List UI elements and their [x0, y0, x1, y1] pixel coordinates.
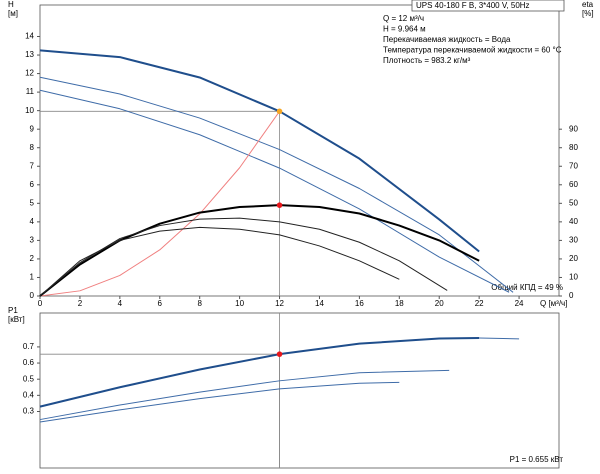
x-tick-label: 20 [435, 299, 444, 308]
y2-tick-label: 90 [569, 124, 578, 133]
y-tick-label: 14 [25, 32, 34, 41]
y-tick-label: 10 [25, 106, 34, 115]
y2-tick-label: 30 [569, 236, 578, 245]
curve [39, 226, 400, 297]
x-tick-label: 14 [315, 299, 324, 308]
plot-frame [39, 312, 560, 469]
y2-tick-label: 70 [569, 161, 578, 170]
y2-tick-label: 50 [569, 198, 578, 207]
x-tick-label: 24 [515, 299, 524, 308]
operating-point [276, 351, 283, 357]
curve [39, 337, 480, 408]
y-tick-label: 11 [26, 87, 35, 96]
x-tick-label: 2 [78, 299, 83, 308]
x-tick-label: 8 [197, 299, 202, 308]
y2-tick-label: 80 [569, 143, 578, 152]
curve [479, 337, 520, 340]
x-tick-label: 0 [38, 299, 43, 308]
y-tick-label: 2 [30, 254, 35, 263]
curve [39, 369, 450, 421]
y2-tick-label: 40 [569, 217, 578, 226]
y-axis-label: P1 [8, 306, 18, 315]
y-tick-label: 0 [30, 291, 35, 300]
info-line: H = 9.964 м [383, 25, 426, 34]
curve [39, 89, 510, 293]
curve [39, 111, 280, 297]
plot-frame [39, 4, 560, 297]
curve [39, 204, 480, 297]
y-tick-label: 12 [25, 69, 34, 78]
y-axis-label: [м] [8, 9, 18, 18]
y2-axis-label: eta [582, 0, 594, 9]
y-tick-label: 7 [30, 161, 35, 170]
y-tick-label: 9 [30, 124, 35, 133]
title-box [411, 0, 565, 12]
info-line: Плотность = 983.2 кг/м³ [383, 56, 471, 65]
curve [39, 76, 514, 293]
x-tick-label: 4 [118, 299, 123, 308]
y2-tick-label: 10 [569, 273, 578, 282]
y2-axis-label: [%] [582, 9, 594, 18]
info-line: Перекачиваемая жидкость = Вода [383, 35, 511, 44]
footer-note: P1 = 0.655 кВт [510, 455, 564, 464]
y-tick-label: 6 [30, 180, 35, 189]
curve [39, 49, 480, 253]
x-tick-label: 18 [395, 299, 404, 308]
info-line: Q = 12 м³/ч [383, 14, 424, 23]
y-tick-label: 0.5 [23, 374, 35, 383]
y-tick-label: 5 [30, 198, 35, 207]
y-tick-label: 0.4 [23, 390, 35, 399]
y-tick-label: 1 [30, 273, 35, 282]
x-tick-label: 12 [275, 299, 284, 308]
operating-point [276, 202, 283, 208]
curve [39, 381, 400, 423]
x-tick-label: 22 [475, 299, 484, 308]
y-axis-label: [кВт] [8, 315, 25, 324]
y2-tick-label: 0 [569, 291, 574, 300]
info-line: Температура перекачиваемой жидкости = 60… [383, 46, 562, 55]
x-tick-label: 16 [355, 299, 364, 308]
y-tick-label: 3 [30, 236, 35, 245]
y-tick-label: 0.3 [23, 407, 35, 416]
y-tick-label: 0.7 [23, 342, 35, 351]
x-tick-label: 6 [158, 299, 163, 308]
operating-point [276, 108, 283, 115]
curve [39, 217, 448, 297]
footer-note: Общий КПД = 49 % [491, 283, 563, 292]
x-axis-label: Q [м³/ч] [540, 299, 567, 308]
y-tick-label: 0.6 [23, 358, 35, 367]
y2-tick-label: 20 [569, 254, 578, 263]
chart-title: UPS 40-180 F B, 3*400 V, 50Hz [416, 1, 530, 10]
y2-tick-label: 60 [569, 180, 578, 189]
y-tick-label: 13 [25, 50, 34, 59]
y-tick-label: 4 [30, 217, 35, 226]
x-tick-label: 10 [235, 299, 244, 308]
y-axis-label: H [8, 0, 14, 9]
y-tick-label: 8 [30, 143, 35, 152]
